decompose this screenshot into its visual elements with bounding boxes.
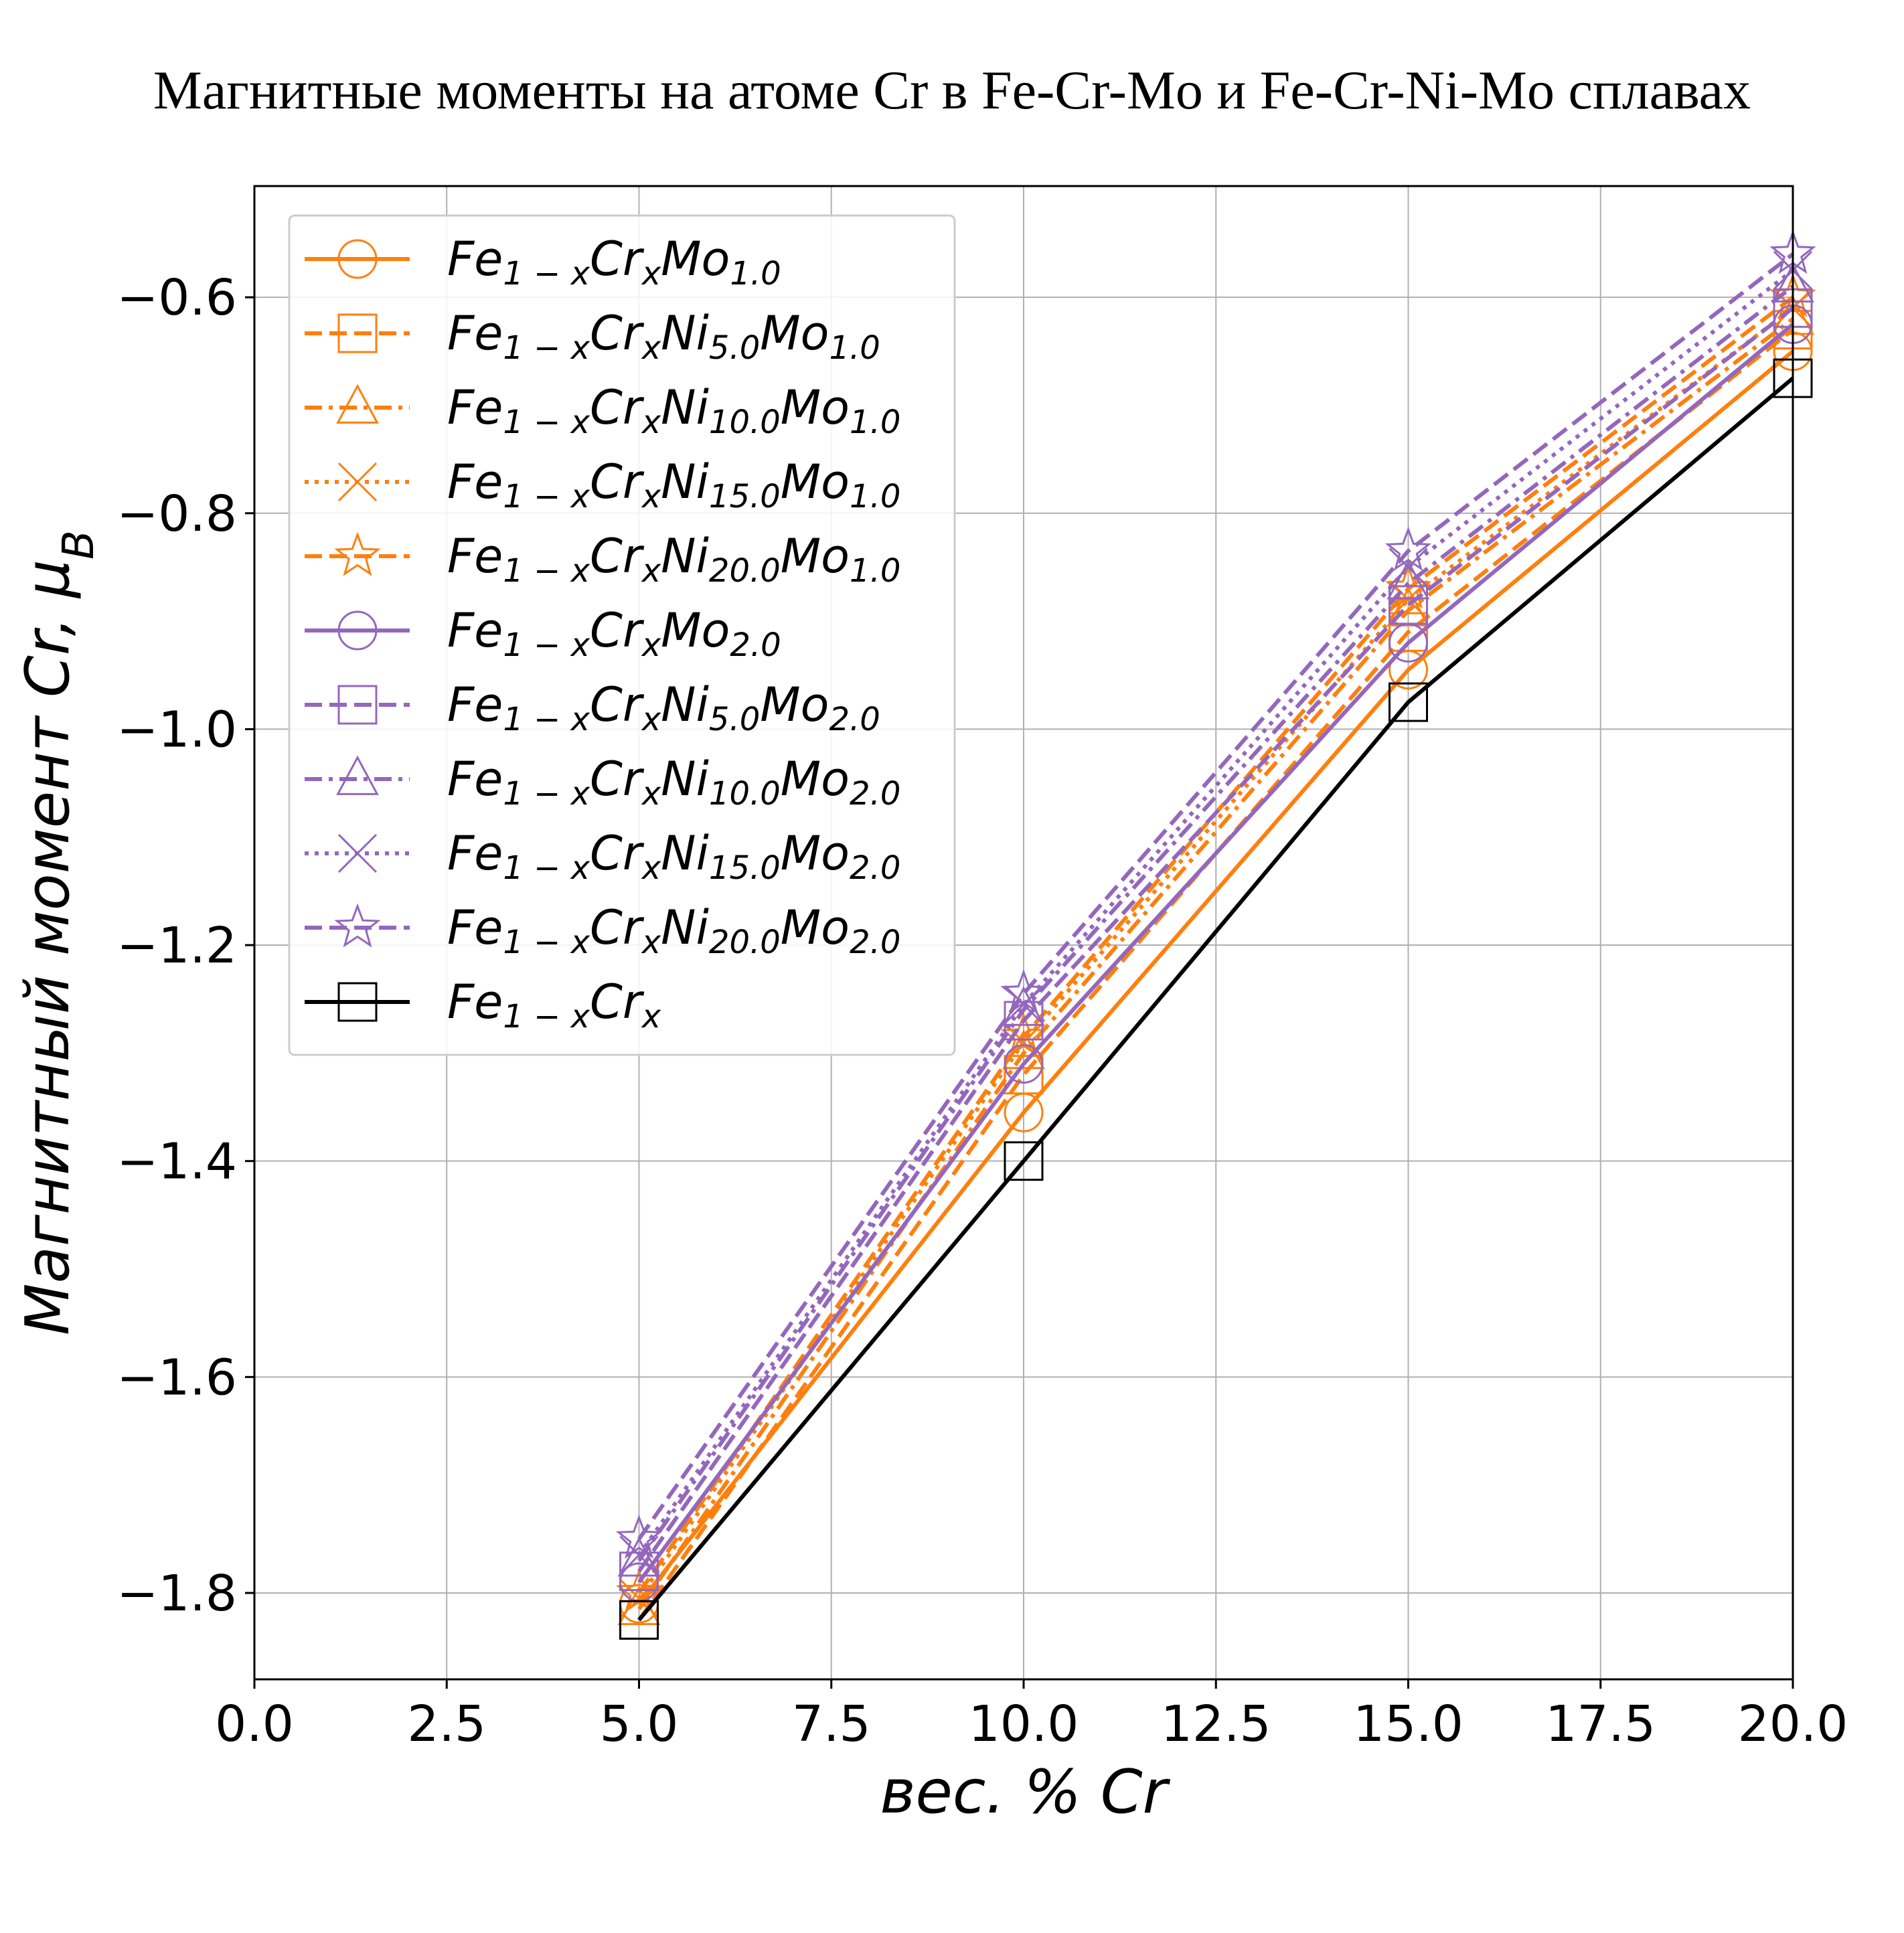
legend-entry: Fe1 − x​Crx​Ni20.0​Mo1.0​ — [305, 529, 900, 590]
series-line — [637, 328, 1794, 1622]
legend-entry: Fe1 − x​Crx​Ni5.0​Mo2.0​ — [305, 677, 880, 738]
series-line — [637, 252, 1794, 1541]
x-tick-label: 2.5 — [407, 1695, 486, 1753]
series-line — [637, 284, 1794, 1562]
y-axis-label: Магнитный момент Cr, μB — [13, 530, 104, 1335]
legend-marker — [334, 531, 381, 576]
legend-marker — [337, 462, 378, 502]
x-tick-label: 15.0 — [1353, 1695, 1463, 1753]
data-point — [1000, 969, 1047, 1014]
data-point — [619, 1600, 659, 1640]
data-point — [1384, 526, 1432, 571]
legend-marker — [334, 903, 381, 948]
legend-entry: Fe1 − x​Crx​Ni15.0​Mo2.0​ — [305, 826, 900, 887]
legend-label: Fe1 − x​Crx​Mo1.0​ — [447, 232, 781, 292]
legend-label: Fe1 − x​Crx​Ni10.0​Mo2.0​ — [447, 752, 900, 813]
legend-marker — [336, 755, 379, 795]
y-tick-label: −0.8 — [116, 485, 237, 543]
legend-marker — [337, 685, 378, 725]
data-point — [1004, 1141, 1044, 1181]
y-tick-label: −1.2 — [116, 917, 237, 975]
x-axis-label: вес. % Cr — [880, 1757, 1170, 1827]
y-tick-label: −1.8 — [116, 1565, 237, 1622]
legend: Fe1 − x​Crx​Mo1.0​ Fe1 − x​Crx​Ni5.0​Mo1.… — [288, 214, 956, 1056]
legend-entry: Fe1 − x​Crx​ — [305, 975, 661, 1035]
x-tick-label: 20.0 — [1738, 1695, 1848, 1753]
legend-label: Fe1 − x​Crx​ — [447, 975, 661, 1035]
legend-marker — [337, 610, 378, 651]
legend-marker — [337, 239, 378, 279]
y-tick-label: −0.6 — [116, 269, 237, 327]
legend-marker — [337, 313, 378, 353]
legend-marker — [336, 384, 379, 424]
legend-box — [288, 214, 956, 1056]
chart-title: Магнитные моменты на атоме Cr в Fe-Cr-Mo… — [153, 60, 1751, 120]
data-point — [1004, 985, 1044, 1024]
y-tick-label: −1.6 — [116, 1349, 237, 1406]
legend-entry: Fe1 − x​Crx​Ni5.0​Mo1.0​ — [305, 306, 880, 367]
series-line — [637, 268, 1794, 1557]
data-point — [1386, 586, 1430, 626]
legend-marker — [337, 833, 378, 873]
legend-entry: Fe1 − x​Crx​Ni20.0​Mo2.0​ — [305, 900, 900, 961]
x-tick-label: 10.0 — [969, 1695, 1079, 1753]
legend-label: Fe1 − x​Crx​Ni5.0​Mo2.0​ — [447, 677, 880, 738]
legend-entry: Fe1 − x​Crx​Mo2.0​ — [305, 603, 781, 664]
data-point — [617, 1537, 661, 1577]
legend-label: Fe1 − x​Crx​Ni5.0​Mo1.0​ — [447, 306, 880, 367]
data-point — [1389, 682, 1428, 722]
x-tick-label: 12.5 — [1161, 1695, 1271, 1753]
data-point — [615, 1514, 663, 1559]
legend-label: Fe1 − x​Crx​Ni15.0​Mo2.0​ — [447, 826, 900, 887]
legend-entry: Fe1 − x​Crx​Ni15.0​Mo1.0​ — [305, 454, 900, 515]
data-point — [1004, 1043, 1044, 1084]
legend-label: Fe1 − x​Crx​Ni15.0​Mo1.0​ — [447, 454, 900, 515]
legend-entry: Fe1 − x​Crx​Ni10.0​Mo1.0​ — [305, 380, 900, 441]
axis-ticks: 0.0 2.5 5.0 7.5 10.0 12.5 15.0 17.5 20.0 −1.8 −1.6… — [116, 269, 1848, 1753]
x-tick-label: 0.0 — [215, 1695, 294, 1753]
data-point — [619, 1535, 659, 1575]
legend-label: Fe1 − x​Crx​Ni10.0​Mo1.0​ — [447, 380, 900, 441]
legend-label: Fe1 − x​Crx​Mo2.0​ — [447, 603, 781, 664]
x-tick-label: 7.5 — [792, 1695, 871, 1753]
legend-entry: Fe1 − x​Crx​Ni10.0​Mo2.0​ — [305, 752, 900, 813]
series-line — [637, 317, 1794, 1610]
legend-marker — [337, 982, 378, 1022]
legend-label: Fe1 − x​Crx​Ni20.0​Mo1.0​ — [447, 529, 900, 590]
y-tick-label: −1.4 — [116, 1133, 237, 1191]
x-tick-label: 5.0 — [600, 1695, 679, 1753]
series-line — [637, 376, 1794, 1622]
x-tick-label: 17.5 — [1545, 1695, 1656, 1753]
series-layer — [615, 230, 1816, 1640]
series-line — [637, 349, 1794, 1605]
y-tick-label: −1.0 — [116, 701, 237, 758]
data-point — [1389, 548, 1428, 587]
legend-label: Fe1 − x​Crx​Ni20.0​Mo2.0​ — [447, 900, 900, 961]
series-line — [637, 323, 1794, 1584]
legend-entry: Fe1 − x​Crx​Mo1.0​ — [305, 232, 781, 292]
series-line — [637, 306, 1794, 1573]
